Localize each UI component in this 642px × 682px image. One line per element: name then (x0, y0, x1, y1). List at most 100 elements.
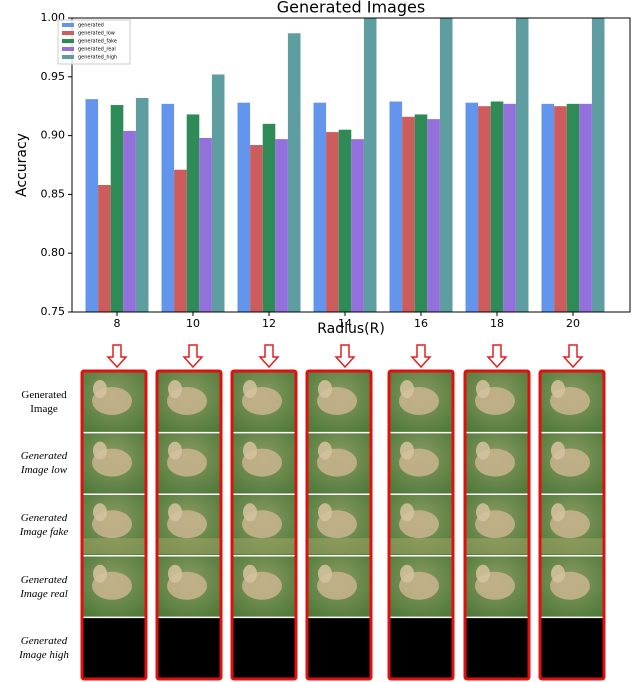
image-subject (93, 441, 107, 460)
image-frame (305, 369, 373, 681)
bar (250, 145, 263, 312)
bar (579, 103, 592, 313)
row-label: Generated Image fake (19, 512, 69, 538)
arrow (258, 344, 280, 369)
bar (478, 106, 491, 312)
x-tick-label: 8 (114, 317, 121, 330)
bar (591, 18, 605, 312)
bar (427, 119, 440, 312)
bar (211, 74, 225, 312)
image-subject (476, 503, 490, 522)
plot-frame (71, 17, 631, 313)
legend-label: generated (78, 23, 104, 29)
image-subject (93, 380, 107, 398)
image-frame (230, 369, 298, 681)
image-cell (540, 617, 604, 679)
arrow (562, 344, 584, 369)
legend-swatch (62, 31, 74, 35)
bar (110, 105, 124, 312)
image-subject (551, 380, 565, 398)
image-subject (400, 503, 414, 522)
bar (490, 101, 504, 312)
legend-swatch (62, 55, 74, 59)
image-subject (551, 503, 565, 522)
image-subject (476, 380, 490, 398)
image-subject (476, 564, 490, 583)
image-subject (400, 441, 414, 460)
bar (313, 102, 327, 312)
chart-title: Generated Images (277, 0, 425, 17)
image-frame (463, 369, 531, 681)
bar (135, 97, 149, 312)
arrow (410, 344, 432, 369)
image-cell (389, 617, 453, 679)
bar (186, 114, 200, 312)
bar (326, 132, 339, 312)
bar (275, 139, 288, 312)
bar (414, 114, 428, 312)
row-label: Generated Image real (20, 573, 68, 600)
bar (262, 123, 276, 312)
image-subject (318, 564, 332, 583)
image-noise (82, 538, 146, 555)
bar (554, 106, 567, 312)
x-tick-label: 14 (338, 317, 352, 330)
row-label: Generated Image (21, 388, 67, 415)
image-cell (82, 617, 146, 679)
image-subject (551, 564, 565, 583)
image-cell (465, 617, 529, 679)
image-subject (400, 564, 414, 583)
image-subject (243, 441, 257, 460)
image-cell (307, 617, 371, 679)
bar (199, 137, 212, 312)
bar (541, 103, 555, 313)
bar (174, 169, 187, 312)
image-subject (168, 503, 182, 522)
bar (503, 103, 516, 313)
x-axis-label: Radius(R) (317, 321, 385, 337)
legend-label: generated_fake (78, 39, 117, 45)
image-noise (389, 538, 453, 555)
x-tick-label: 12 (262, 317, 276, 330)
bar (237, 102, 251, 312)
bar (402, 116, 415, 312)
x-tick-label: 10 (186, 317, 200, 330)
image-subject (243, 380, 257, 398)
y-axis-label: Accuracy (14, 133, 30, 197)
arrow (486, 344, 508, 369)
bar (85, 99, 99, 312)
bar (439, 18, 453, 312)
bar (161, 103, 175, 313)
image-frame (387, 369, 455, 681)
bar (123, 130, 136, 312)
legend-label: generated_real (78, 47, 116, 53)
legend-swatch (62, 47, 74, 51)
bar (287, 33, 301, 313)
image-subject (318, 441, 332, 460)
image-frame (538, 369, 606, 681)
image-noise (307, 538, 371, 555)
bar (363, 18, 377, 312)
arrow (106, 344, 128, 369)
image-subject (243, 564, 257, 583)
image-noise (465, 538, 529, 555)
bar (389, 101, 403, 312)
image-noise (232, 538, 296, 555)
image-cell (232, 617, 296, 679)
image-frame (155, 369, 223, 681)
y-tick-label: 0.80 (41, 246, 66, 259)
bar (351, 139, 364, 312)
image-subject (243, 503, 257, 522)
row-label: Generated Image low (20, 450, 68, 477)
bar (338, 129, 352, 312)
image-subject (168, 380, 182, 398)
arrow (334, 344, 356, 369)
x-tick-label: 16 (414, 317, 428, 330)
bar (98, 184, 111, 312)
bar (465, 102, 479, 312)
bar (566, 103, 580, 313)
y-tick-label: 0.95 (41, 70, 66, 83)
image-subject (400, 380, 414, 398)
row-label: Generated Image high (19, 635, 69, 662)
